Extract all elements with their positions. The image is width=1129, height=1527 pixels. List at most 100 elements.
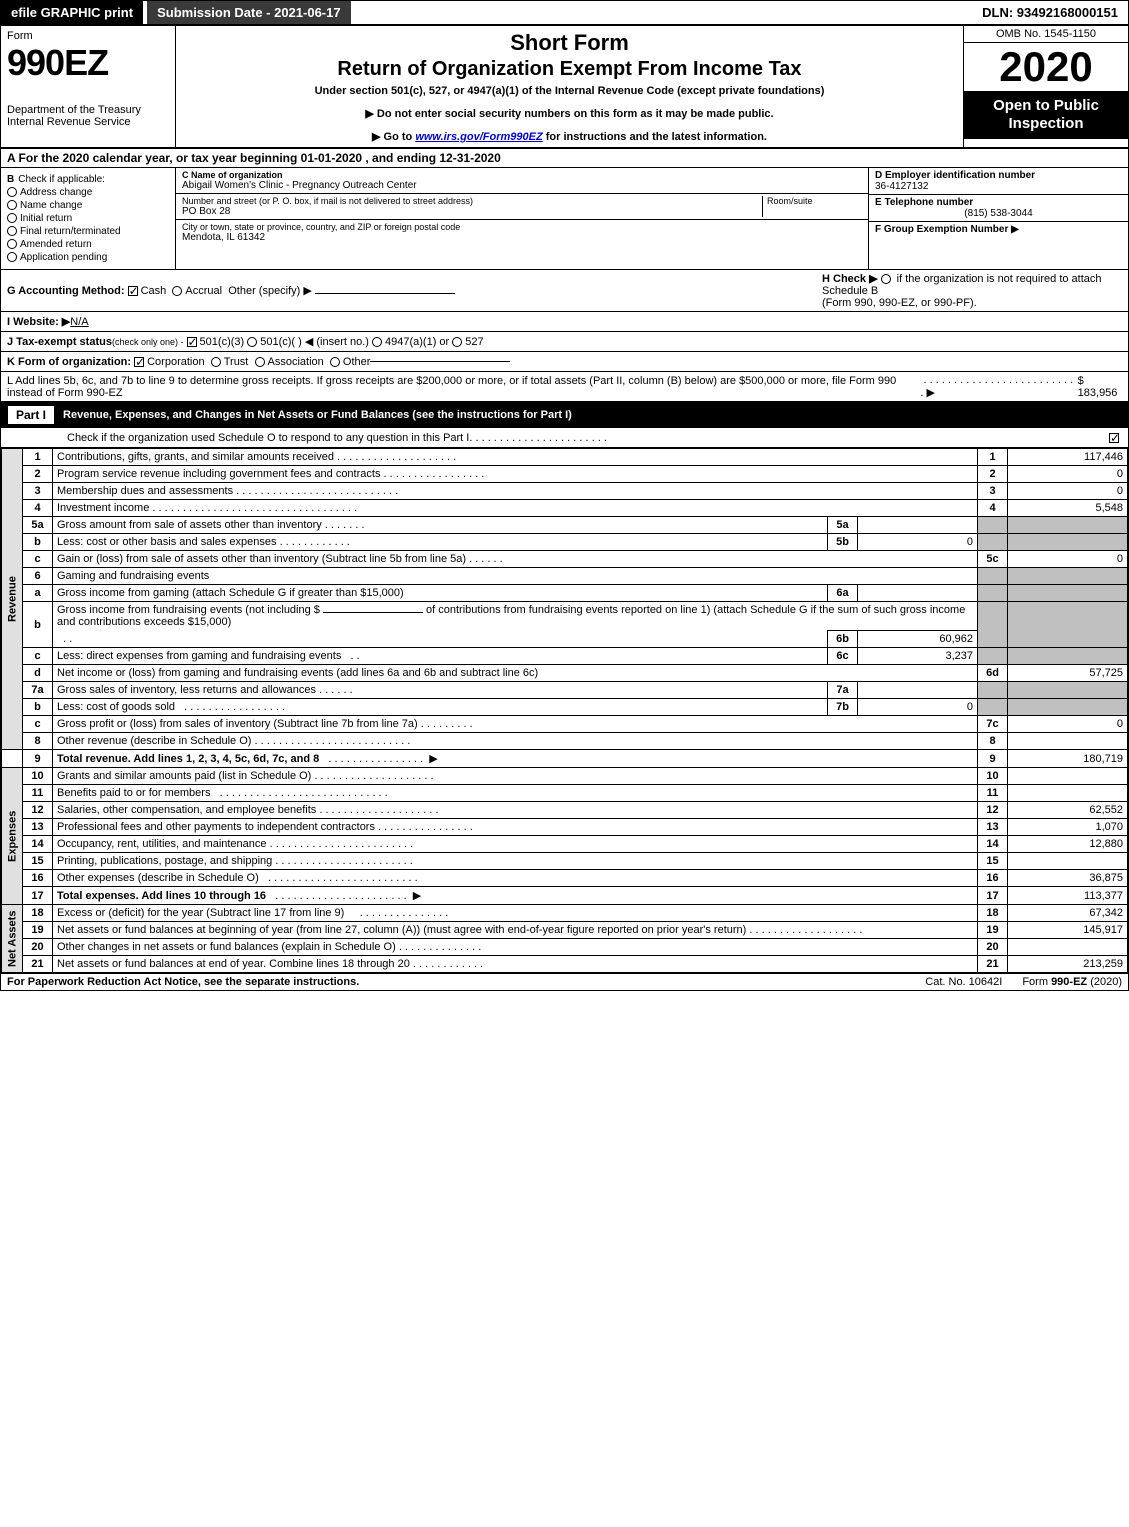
part1-header: Part I Revenue, Expenses, and Changes in… — [1, 402, 1128, 428]
irs-label: Internal Revenue Service — [7, 116, 169, 128]
line20-amt — [1008, 939, 1128, 956]
j-501c3: 501(c)(3) — [200, 336, 245, 348]
line2-amt: 0 — [1008, 466, 1128, 483]
h-check[interactable] — [881, 274, 891, 284]
line5b-sub: 5b — [828, 534, 858, 551]
501c3-check[interactable] — [187, 337, 197, 347]
line6-desc: Gaming and fundraising events — [53, 568, 978, 585]
initial-return-check[interactable] — [7, 213, 17, 223]
line11-desc: Benefits paid to or for members — [57, 787, 210, 799]
efile-print-button[interactable]: efile GRAPHIC print — [1, 1, 143, 24]
col-c-org: C Name of organization Abigail Women's C… — [176, 168, 868, 269]
name-change-check[interactable] — [7, 200, 17, 210]
line18-amt: 67,342 — [1008, 905, 1128, 922]
notice-ssn: ▶ Do not enter social security numbers o… — [182, 107, 957, 120]
irs-link[interactable]: www.irs.gov/Form990EZ — [415, 131, 542, 143]
amended-return-check[interactable] — [7, 239, 17, 249]
line7c-desc: Gross profit or (loss) from sales of inv… — [57, 718, 418, 730]
line15-desc: Printing, publications, postage, and shi… — [57, 855, 272, 867]
line6b-pre: Gross income from fundraising events (no… — [57, 604, 320, 616]
phone-value: (815) 538-3044 — [875, 208, 1122, 219]
4947-check[interactable] — [372, 337, 382, 347]
k-other: Other — [343, 356, 371, 368]
application-pending-check[interactable] — [7, 252, 17, 262]
page-footer: For Paperwork Reduction Act Notice, see … — [1, 973, 1128, 990]
line7b-subval: 0 — [858, 699, 978, 716]
501c-check[interactable] — [247, 337, 257, 347]
g-label: G Accounting Method: — [7, 285, 125, 297]
line9-desc: Total revenue. Add lines 1, 2, 3, 4, 5c,… — [57, 753, 319, 765]
line21-desc: Net assets or fund balances at end of ye… — [57, 958, 410, 970]
j-527: 527 — [465, 336, 483, 348]
line1-desc: Contributions, gifts, grants, and simila… — [57, 451, 334, 463]
b-final: Final return/terminated — [20, 226, 121, 237]
tax-year: 2020 — [964, 43, 1128, 91]
b-pending: Application pending — [20, 252, 107, 263]
part1-check-text: Check if the organization used Schedule … — [67, 432, 469, 444]
form-word: Form — [7, 30, 169, 42]
other-check[interactable] — [330, 357, 340, 367]
line4-desc: Investment income — [57, 502, 149, 514]
dept-treasury: Department of the Treasury — [7, 104, 169, 116]
footer-form-post: (2020) — [1087, 976, 1122, 988]
line14-amt: 12,880 — [1008, 836, 1128, 853]
part1-check-row: Check if the organization used Schedule … — [1, 428, 1128, 448]
line6c-subval: 3,237 — [858, 648, 978, 665]
l-amount: $ 183,956 — [1078, 375, 1122, 399]
line10-desc: Grants and similar amounts paid (list in… — [57, 770, 311, 782]
h-label: H Check ▶ — [822, 273, 878, 285]
line16-amt: 36,875 — [1008, 870, 1128, 887]
g-cash: Cash — [141, 285, 167, 297]
d-ein-label: D Employer identification number — [875, 170, 1122, 181]
line9-amt: 180,719 — [1008, 750, 1128, 768]
b-amended: Amended return — [20, 239, 92, 250]
street-address: PO Box 28 — [182, 206, 762, 217]
b-label: Check if applicable: — [18, 174, 105, 185]
j-501c: 501(c)( ) ◀ (insert no.) — [260, 335, 369, 348]
j-note: (check only one) - — [112, 337, 184, 347]
k-corp: Corporation — [147, 356, 204, 368]
schedule-o-check[interactable] — [1109, 433, 1119, 443]
part1-title: Revenue, Expenses, and Changes in Net As… — [63, 409, 572, 421]
line11-amt — [1008, 785, 1128, 802]
line10-amt — [1008, 768, 1128, 785]
trust-check[interactable] — [211, 357, 221, 367]
line12-amt: 62,552 — [1008, 802, 1128, 819]
line6b-sub: 6b — [828, 631, 858, 648]
line16-desc: Other expenses (describe in Schedule O) — [57, 872, 259, 884]
form-990ez-page: efile GRAPHIC print Submission Date - 20… — [0, 0, 1129, 991]
527-check[interactable] — [452, 337, 462, 347]
room-suite-label: Room/suite — [762, 196, 862, 217]
assoc-check[interactable] — [255, 357, 265, 367]
line3-amt: 0 — [1008, 483, 1128, 500]
final-return-check[interactable] — [7, 226, 17, 236]
website-value: N/A — [70, 316, 88, 328]
line17-amt: 113,377 — [1008, 887, 1128, 905]
notice-pre: ▶ Go to — [372, 131, 415, 143]
form-number: 990EZ — [7, 42, 169, 84]
k-assoc: Association — [268, 356, 324, 368]
accrual-check[interactable] — [172, 286, 182, 296]
cash-check[interactable] — [128, 286, 138, 296]
submission-date-label: Submission Date - 2021-06-17 — [147, 1, 351, 24]
row-i-website: I Website: ▶ N/A — [1, 312, 1128, 332]
row-g-h: G Accounting Method: Cash Accrual Other … — [1, 270, 1128, 312]
row-l-gross: L Add lines 5b, 6c, and 7b to line 9 to … — [1, 372, 1128, 402]
line6a-sub: 6a — [828, 585, 858, 602]
address-change-check[interactable] — [7, 187, 17, 197]
line6c-sub: 6c — [828, 648, 858, 665]
line19-amt: 145,917 — [1008, 922, 1128, 939]
line8-amt — [1008, 733, 1128, 750]
line2-desc: Program service revenue including govern… — [57, 468, 380, 480]
line7b-desc: Less: cost of goods sold — [57, 701, 175, 713]
line13-amt: 1,070 — [1008, 819, 1128, 836]
line5b-subval: 0 — [858, 534, 978, 551]
period-row: A For the 2020 calendar year, or tax yea… — [1, 149, 1128, 168]
dln-label: DLN: 93492168000151 — [972, 1, 1128, 24]
e-phone-label: E Telephone number — [875, 197, 1122, 208]
line5b-desc: Less: cost or other basis and sales expe… — [57, 536, 277, 548]
corp-check[interactable] — [134, 357, 144, 367]
c-street-label: Number and street (or P. O. box, if mail… — [182, 196, 762, 206]
g-other: Other (specify) ▶ — [228, 285, 312, 297]
c-city-label: City or town, state or province, country… — [182, 222, 862, 232]
